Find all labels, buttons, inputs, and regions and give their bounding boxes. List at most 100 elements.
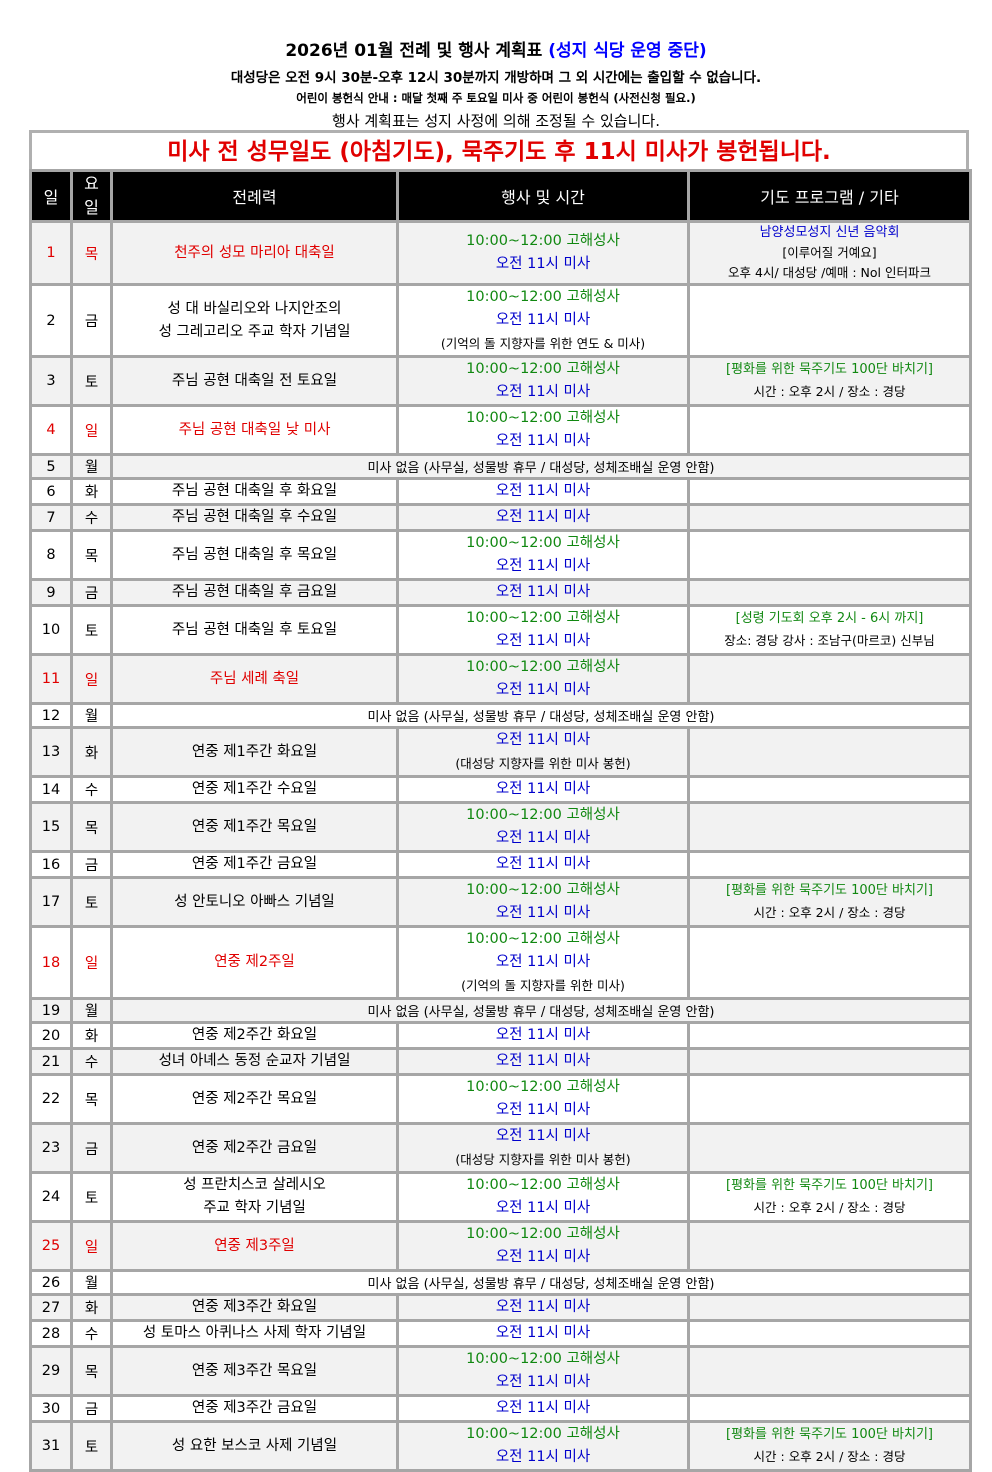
program-cell bbox=[687, 850, 972, 879]
event-note: (기억의 돌 지향자를 위한 미사) bbox=[461, 978, 625, 993]
table-row: 25 일 연중 제3주일 10:00~12:00 고해성사 오전 11시 미사 bbox=[29, 1220, 972, 1272]
confession-time: 10:00~12:00 고해성사 bbox=[466, 1079, 620, 1095]
event-note: (대성당 지향자를 위한 미사 봉헌) bbox=[455, 756, 631, 771]
mass-time: 오전 11시 미사 bbox=[495, 1249, 591, 1265]
liturgy-cell: 연중 제2주간 금요일 bbox=[110, 1122, 399, 1174]
table-row: 14 수 연중 제1주간 수요일 오전 11시 미사 bbox=[29, 775, 972, 804]
col-header-weekday-2: 일 bbox=[84, 198, 99, 217]
events-cell: 오전 11시 미사 bbox=[396, 503, 690, 532]
day-cell: 13 bbox=[29, 726, 73, 778]
table-row: 3 토 주님 공현 대축일 전 토요일 10:00~12:00 고해성사 오전 11시 … bbox=[29, 355, 972, 407]
liturgy-cell: 주님 세례 축일 bbox=[110, 653, 399, 705]
day-cell: 16 bbox=[29, 850, 73, 879]
program-cell bbox=[687, 801, 972, 853]
liturgy-line: 연중 제2주간 금요일 bbox=[191, 1139, 318, 1156]
weekday-cell: 목 bbox=[70, 220, 113, 286]
table-row: 28 수 성 토마스 아퀴나스 사제 학자 기념일 오전 11시 미사 bbox=[29, 1319, 972, 1348]
title-text: 2026년 01월 전례 및 행사 계획표 bbox=[285, 41, 543, 61]
confession-time: 10:00~12:00 고해성사 bbox=[466, 1177, 620, 1193]
event-note: (대성당 지향자를 위한 미사 봉헌) bbox=[455, 1152, 631, 1167]
program-cell: [평화를 위한 묵주기도 100단 바치기] 시간 : 오후 2시 / 장소 : … bbox=[687, 1171, 972, 1223]
confession-time: 10:00~12:00 고해성사 bbox=[466, 410, 620, 426]
liturgy-line: 주님 공현 대축일 낮 미사 bbox=[178, 421, 331, 438]
weekday-cell: 화 bbox=[70, 1293, 113, 1322]
day-cell: 9 bbox=[29, 578, 73, 607]
liturgy-line: 연중 제3주간 금요일 bbox=[191, 1400, 318, 1416]
events-cell: 10:00~12:00 고해성사 오전 11시 미사 bbox=[396, 1220, 690, 1272]
open-hours-notice: 대성당은 오전 9시 30분-오후 12시 30분까지 개방하며 그 외 시간에… bbox=[230, 70, 762, 86]
liturgy-line: 성 프란치스코 살레시오 bbox=[183, 1177, 326, 1193]
events-cell: 10:00~12:00 고해성사 오전 11시 미사 bbox=[396, 1171, 690, 1223]
liturgy-line: 주님 세례 축일 bbox=[209, 670, 300, 687]
mass-time: 오전 11시 미사 bbox=[495, 682, 591, 698]
mass-time: 오전 11시 미사 bbox=[495, 1374, 591, 1390]
program-cell bbox=[687, 653, 972, 705]
document-title: 2026년 01월 전례 및 행사 계획표 (성지 식당 운영 중단) bbox=[0, 36, 992, 61]
events-cell: 오전 11시 미사 bbox=[396, 578, 690, 607]
table-row: 23 금 연중 제2주간 금요일 오전 11시 미사 (대성당 지향자를 위한 미사 봉… bbox=[29, 1122, 972, 1174]
program-cell: 남양성모성지 신년 음악회 [이루어질 거예요] 오후 4시/ 대성당 /예매 : … bbox=[687, 220, 972, 286]
confession-time: 10:00~12:00 고해성사 bbox=[466, 1426, 620, 1442]
weekday-cell: 일 bbox=[70, 1220, 113, 1272]
confession-time: 10:00~12:00 고해성사 bbox=[466, 659, 620, 675]
program-cell bbox=[687, 1293, 972, 1322]
weekday-cell: 금 bbox=[70, 283, 113, 358]
liturgy-cell: 성 토마스 아퀴나스 사제 학자 기념일 bbox=[110, 1319, 399, 1348]
day-cell: 25 bbox=[29, 1220, 73, 1272]
mass-time: 오전 11시 미사 bbox=[495, 954, 591, 970]
liturgy-cell: 연중 제1주간 수요일 bbox=[110, 775, 399, 804]
weekday-cell: 토 bbox=[70, 1171, 113, 1223]
weekday-cell: 화 bbox=[70, 1021, 113, 1050]
day-cell: 10 bbox=[29, 604, 73, 656]
events-cell: 10:00~12:00 고해성사 오전 11시 미사 bbox=[396, 1420, 690, 1472]
confession-time: 10:00~12:00 고해성사 bbox=[466, 882, 620, 898]
liturgy-line: 연중 제1주간 금요일 bbox=[191, 856, 318, 872]
confession-time: 10:00~12:00 고해성사 bbox=[466, 289, 620, 305]
day-cell: 5 bbox=[29, 453, 73, 480]
confession-time: 10:00~12:00 고해성사 bbox=[466, 1351, 620, 1367]
event-note: (기억의 돌 지향자를 위한 연도 & 미사) bbox=[440, 336, 646, 351]
program-line: 시간 : 오후 2시 / 장소 : 경당 bbox=[753, 384, 906, 399]
liturgy-cell: 주님 공현 대축일 낮 미사 bbox=[110, 404, 399, 456]
weekday-cell: 수 bbox=[70, 1319, 113, 1348]
program-cell: [평화를 위한 묵주기도 100단 바치기] 시간 : 오후 2시 / 장소 : … bbox=[687, 355, 972, 407]
table-row: 15 목 연중 제1주간 목요일 10:00~12:00 고해성사 오전 11시 미사 bbox=[29, 801, 972, 853]
day-cell: 28 bbox=[29, 1319, 73, 1348]
events-cell: 오전 11시 미사 bbox=[396, 775, 690, 804]
confession-time: 10:00~12:00 고해성사 bbox=[466, 807, 620, 823]
weekday-cell: 일 bbox=[70, 653, 113, 705]
liturgy-line: 성 그레고리오 주교 학자 기념일 bbox=[158, 323, 351, 340]
col-header-weekday-1: 요 bbox=[84, 174, 99, 193]
table-row: 27 화 연중 제3주간 화요일 오전 11시 미사 bbox=[29, 1293, 972, 1322]
day-cell: 30 bbox=[29, 1394, 73, 1423]
weekday-cell: 수 bbox=[70, 775, 113, 804]
table-row: 31 토 성 요한 보스코 사제 기념일 10:00~12:00 고해성사 오전 11시… bbox=[29, 1420, 972, 1472]
events-cell: 오전 11시 미사 bbox=[396, 1021, 690, 1050]
liturgy-cell: 주님 공현 대축일 후 목요일 bbox=[110, 529, 399, 581]
confession-time: 10:00~12:00 고해성사 bbox=[466, 610, 620, 626]
mass-time: 오전 11시 미사 bbox=[495, 584, 591, 600]
liturgy-cell: 연중 제3주일 bbox=[110, 1220, 399, 1272]
program-cell bbox=[687, 1021, 972, 1050]
table-row: 21 수 성녀 아녜스 동정 순교자 기념일 오전 11시 미사 bbox=[29, 1047, 972, 1076]
adjust-notice: 행사 계획표는 성지 사정에 의해 조정될 수 있습니다. bbox=[332, 112, 660, 130]
table-row: 10 토 주님 공현 대축일 후 토요일 10:00~12:00 고해성사 오전 11시… bbox=[29, 604, 972, 656]
liturgy-line: 주님 공현 대축일 후 목요일 bbox=[171, 546, 338, 563]
program-cell bbox=[687, 925, 972, 1000]
program-cell: [성령 기도회 오후 2시 - 6시 까지] 장소: 경당 강사 : 조남구(마르… bbox=[687, 604, 972, 656]
mass-time: 오전 11시 미사 bbox=[495, 483, 591, 499]
mass-time: 오전 11시 미사 bbox=[495, 781, 591, 797]
liturgy-line: 천주의 성모 마리아 대축일 bbox=[174, 244, 335, 261]
weekday-cell: 수 bbox=[70, 1047, 113, 1076]
events-cell: 10:00~12:00 고해성사 오전 11시 미사 (기억의 돌 지향자를 위한 … bbox=[396, 925, 690, 1000]
liturgy-cell: 성 프란치스코 살레시오 주교 학자 기념일 bbox=[110, 1171, 399, 1223]
events-cell: 오전 11시 미사 (대성당 지향자를 위한 미사 봉헌) bbox=[396, 1122, 690, 1174]
program-cell bbox=[687, 578, 972, 607]
events-cell: 오전 11시 미사 bbox=[396, 477, 690, 506]
liturgy-cell: 연중 제2주일 bbox=[110, 925, 399, 1000]
events-cell: 오전 11시 미사 (대성당 지향자를 위한 미사 봉헌) bbox=[396, 726, 690, 778]
mass-time: 오전 11시 미사 bbox=[495, 830, 591, 846]
